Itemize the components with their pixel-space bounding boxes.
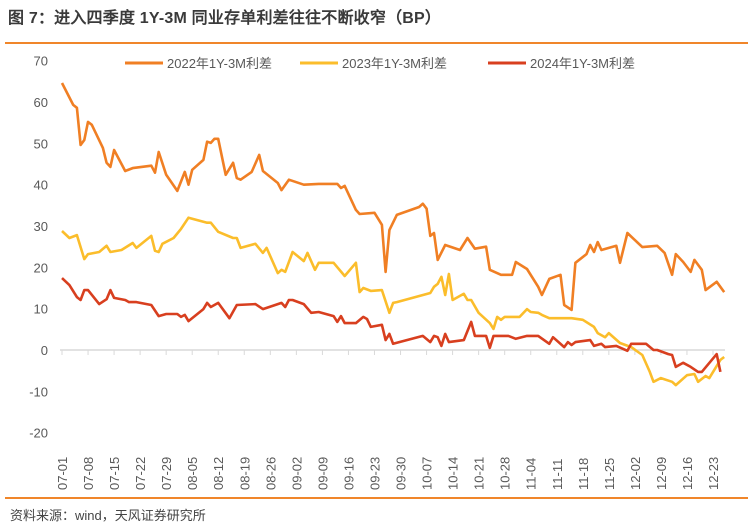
y-tick-label: 60: [34, 95, 48, 110]
x-tick-label: 07-01: [55, 457, 70, 490]
legend: 2022年1Y-3M利差 2023年1Y-3M利差 2024年1Y-3M利差: [125, 56, 635, 71]
source-note: 资料来源：wind，天风证券研究所: [10, 508, 206, 523]
x-tick-label: 10-28: [498, 457, 513, 490]
y-tick-label: 40: [34, 178, 48, 193]
figure-title: 图 7：进入四季度 1Y-3M 同业存单利差往往不断收窄（BP）: [8, 10, 442, 27]
legend-label: 2024年1Y-3M利差: [530, 56, 635, 71]
x-tick-label: 08-26: [263, 457, 278, 490]
x-tick-label: 09-23: [367, 457, 382, 490]
y-tick-label: 20: [34, 260, 48, 275]
y-tick-label: 10: [34, 302, 48, 317]
x-tick-label: 10-21: [472, 457, 487, 490]
top-divider: [5, 42, 748, 44]
legend-label: 2022年1Y-3M利差: [167, 56, 272, 71]
x-tick-label: 12-09: [654, 457, 669, 490]
y-tick-label: 70: [34, 54, 48, 69]
x-tick-label: 11-11: [550, 459, 565, 490]
x-tick-label: 11-25: [602, 458, 617, 490]
y-axis: 70 60 50 40 30 20 10 0 -10 -20: [29, 54, 48, 441]
x-tick-label: 09-02: [289, 457, 304, 490]
series-line-2024: [61, 277, 722, 374]
y-tick-label: -20: [29, 426, 48, 441]
x-tick-label: 10-14: [446, 457, 461, 490]
y-tick-label: 0: [41, 343, 48, 358]
x-tick-label: 12-16: [680, 457, 695, 490]
series-line-2023: [61, 216, 725, 387]
series-line-2022: [60, 82, 726, 312]
x-tick-label: 09-30: [394, 457, 409, 490]
x-tick-label: 08-05: [185, 457, 200, 490]
x-tick-label: 11-18: [576, 458, 591, 490]
x-tick-label: 07-22: [133, 457, 148, 490]
x-tick-label: 08-12: [211, 457, 226, 490]
x-tick-label: 09-09: [315, 457, 330, 490]
bottom-divider: [5, 497, 748, 499]
x-axis: 07-01 07-08 07-15 07-22 07-29 08-05 08-12 08-19…: [55, 349, 725, 490]
x-tick-label: 11-04: [524, 458, 539, 490]
x-tick-label: 12-02: [628, 457, 643, 490]
x-tick-label: 07-15: [107, 457, 122, 490]
x-tick-label: 10-07: [420, 457, 435, 490]
series-lines: [60, 82, 726, 387]
x-tick-label: 07-08: [81, 457, 96, 490]
y-tick-label: -10: [29, 384, 48, 399]
x-tick-label: 07-29: [159, 457, 174, 490]
x-tick-label: 09-16: [341, 457, 356, 490]
y-tick-label: 50: [34, 136, 48, 151]
y-tick-label: 30: [34, 219, 48, 234]
x-tick-label: 12-23: [706, 457, 721, 490]
legend-label: 2023年1Y-3M利差: [342, 56, 447, 71]
x-tick-label: 08-19: [237, 457, 252, 490]
